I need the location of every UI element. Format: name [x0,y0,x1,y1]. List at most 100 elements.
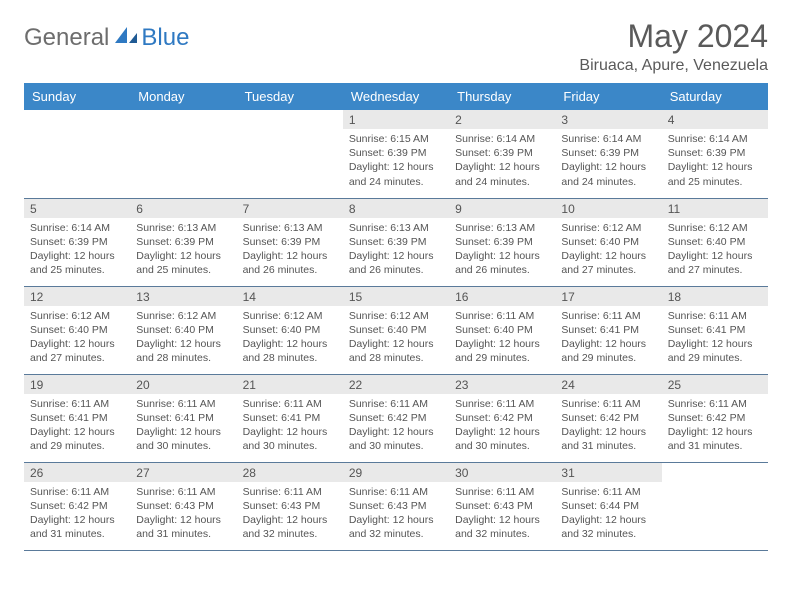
day-details: Sunrise: 6:13 AMSunset: 6:39 PMDaylight:… [237,218,343,282]
day-number: 18 [662,287,768,306]
day-details: Sunrise: 6:11 AMSunset: 6:44 PMDaylight:… [555,482,661,546]
day-details: Sunrise: 6:11 AMSunset: 6:41 PMDaylight:… [24,394,130,458]
calendar-week-row: 1Sunrise: 6:15 AMSunset: 6:39 PMDaylight… [24,110,768,198]
day-number: 2 [449,110,555,129]
day-number: 19 [24,375,130,394]
day-details: Sunrise: 6:11 AMSunset: 6:41 PMDaylight:… [237,394,343,458]
day-number: 9 [449,199,555,218]
calendar-day-cell: 18Sunrise: 6:11 AMSunset: 6:41 PMDayligh… [662,286,768,374]
day-number: 20 [130,375,236,394]
calendar-day-cell: 31Sunrise: 6:11 AMSunset: 6:44 PMDayligh… [555,462,661,550]
day-number: 29 [343,463,449,482]
day-number: 7 [237,199,343,218]
calendar-day-cell: 11Sunrise: 6:12 AMSunset: 6:40 PMDayligh… [662,198,768,286]
calendar-day-cell: 12Sunrise: 6:12 AMSunset: 6:40 PMDayligh… [24,286,130,374]
calendar-day-cell: 13Sunrise: 6:12 AMSunset: 6:40 PMDayligh… [130,286,236,374]
day-number: 4 [662,110,768,129]
day-number: 21 [237,375,343,394]
calendar-day-cell: 1Sunrise: 6:15 AMSunset: 6:39 PMDaylight… [343,110,449,198]
day-details: Sunrise: 6:12 AMSunset: 6:40 PMDaylight:… [662,218,768,282]
day-number: 31 [555,463,661,482]
weekday-header: Saturday [662,83,768,110]
calendar-day-cell: 6Sunrise: 6:13 AMSunset: 6:39 PMDaylight… [130,198,236,286]
day-details: Sunrise: 6:14 AMSunset: 6:39 PMDaylight:… [662,129,768,193]
day-details: Sunrise: 6:11 AMSunset: 6:41 PMDaylight:… [662,306,768,370]
calendar-day-cell: 27Sunrise: 6:11 AMSunset: 6:43 PMDayligh… [130,462,236,550]
day-number: 1 [343,110,449,129]
logo-text-general: General [24,24,109,52]
day-details: Sunrise: 6:12 AMSunset: 6:40 PMDaylight:… [24,306,130,370]
day-details: Sunrise: 6:13 AMSunset: 6:39 PMDaylight:… [449,218,555,282]
calendar-empty-cell [24,110,130,198]
day-details: Sunrise: 6:11 AMSunset: 6:43 PMDaylight:… [343,482,449,546]
weekday-header: Friday [555,83,661,110]
day-number: 24 [555,375,661,394]
day-number: 10 [555,199,661,218]
month-title: May 2024 [579,18,768,55]
day-number: 3 [555,110,661,129]
day-number: 22 [343,375,449,394]
day-number: 13 [130,287,236,306]
day-details: Sunrise: 6:11 AMSunset: 6:42 PMDaylight:… [343,394,449,458]
calendar-table: SundayMondayTuesdayWednesdayThursdayFrid… [24,83,768,551]
day-number: 16 [449,287,555,306]
calendar-day-cell: 16Sunrise: 6:11 AMSunset: 6:40 PMDayligh… [449,286,555,374]
calendar-day-cell: 17Sunrise: 6:11 AMSunset: 6:41 PMDayligh… [555,286,661,374]
calendar-empty-cell [662,462,768,550]
day-number: 28 [237,463,343,482]
day-details: Sunrise: 6:12 AMSunset: 6:40 PMDaylight:… [130,306,236,370]
day-number: 11 [662,199,768,218]
day-details: Sunrise: 6:11 AMSunset: 6:41 PMDaylight:… [130,394,236,458]
calendar-day-cell: 30Sunrise: 6:11 AMSunset: 6:43 PMDayligh… [449,462,555,550]
weekday-header: Sunday [24,83,130,110]
calendar-week-row: 5Sunrise: 6:14 AMSunset: 6:39 PMDaylight… [24,198,768,286]
day-details: Sunrise: 6:11 AMSunset: 6:42 PMDaylight:… [449,394,555,458]
day-details: Sunrise: 6:14 AMSunset: 6:39 PMDaylight:… [555,129,661,193]
day-details: Sunrise: 6:13 AMSunset: 6:39 PMDaylight:… [343,218,449,282]
calendar-day-cell: 14Sunrise: 6:12 AMSunset: 6:40 PMDayligh… [237,286,343,374]
calendar-day-cell: 2Sunrise: 6:14 AMSunset: 6:39 PMDaylight… [449,110,555,198]
day-details: Sunrise: 6:15 AMSunset: 6:39 PMDaylight:… [343,129,449,193]
calendar-day-cell: 22Sunrise: 6:11 AMSunset: 6:42 PMDayligh… [343,374,449,462]
calendar-day-cell: 10Sunrise: 6:12 AMSunset: 6:40 PMDayligh… [555,198,661,286]
calendar-day-cell: 26Sunrise: 6:11 AMSunset: 6:42 PMDayligh… [24,462,130,550]
weekday-header: Monday [130,83,236,110]
day-number: 17 [555,287,661,306]
calendar-day-cell: 5Sunrise: 6:14 AMSunset: 6:39 PMDaylight… [24,198,130,286]
page-header: General Blue May 2024 Biruaca, Apure, Ve… [24,18,768,75]
day-details: Sunrise: 6:12 AMSunset: 6:40 PMDaylight:… [555,218,661,282]
day-details: Sunrise: 6:11 AMSunset: 6:41 PMDaylight:… [555,306,661,370]
logo: General Blue [24,18,189,52]
calendar-week-row: 26Sunrise: 6:11 AMSunset: 6:42 PMDayligh… [24,462,768,550]
calendar-day-cell: 28Sunrise: 6:11 AMSunset: 6:43 PMDayligh… [237,462,343,550]
day-details: Sunrise: 6:11 AMSunset: 6:43 PMDaylight:… [130,482,236,546]
day-number: 23 [449,375,555,394]
day-details: Sunrise: 6:14 AMSunset: 6:39 PMDaylight:… [449,129,555,193]
day-details: Sunrise: 6:12 AMSunset: 6:40 PMDaylight:… [343,306,449,370]
day-details: Sunrise: 6:12 AMSunset: 6:40 PMDaylight:… [237,306,343,370]
day-number: 8 [343,199,449,218]
calendar-week-row: 12Sunrise: 6:12 AMSunset: 6:40 PMDayligh… [24,286,768,374]
logo-sail-icon [113,25,139,52]
calendar-day-cell: 8Sunrise: 6:13 AMSunset: 6:39 PMDaylight… [343,198,449,286]
day-number: 30 [449,463,555,482]
day-details: Sunrise: 6:11 AMSunset: 6:43 PMDaylight:… [237,482,343,546]
day-details: Sunrise: 6:11 AMSunset: 6:40 PMDaylight:… [449,306,555,370]
calendar-day-cell: 3Sunrise: 6:14 AMSunset: 6:39 PMDaylight… [555,110,661,198]
calendar-day-cell: 25Sunrise: 6:11 AMSunset: 6:42 PMDayligh… [662,374,768,462]
day-number: 26 [24,463,130,482]
weekday-header: Wednesday [343,83,449,110]
day-details: Sunrise: 6:11 AMSunset: 6:42 PMDaylight:… [662,394,768,458]
day-number: 14 [237,287,343,306]
day-details: Sunrise: 6:11 AMSunset: 6:42 PMDaylight:… [555,394,661,458]
calendar-day-cell: 24Sunrise: 6:11 AMSunset: 6:42 PMDayligh… [555,374,661,462]
day-details: Sunrise: 6:11 AMSunset: 6:43 PMDaylight:… [449,482,555,546]
day-details: Sunrise: 6:14 AMSunset: 6:39 PMDaylight:… [24,218,130,282]
calendar-day-cell: 4Sunrise: 6:14 AMSunset: 6:39 PMDaylight… [662,110,768,198]
calendar-week-row: 19Sunrise: 6:11 AMSunset: 6:41 PMDayligh… [24,374,768,462]
calendar-head: SundayMondayTuesdayWednesdayThursdayFrid… [24,83,768,110]
calendar-day-cell: 7Sunrise: 6:13 AMSunset: 6:39 PMDaylight… [237,198,343,286]
calendar-day-cell: 29Sunrise: 6:11 AMSunset: 6:43 PMDayligh… [343,462,449,550]
day-number: 25 [662,375,768,394]
day-details: Sunrise: 6:11 AMSunset: 6:42 PMDaylight:… [24,482,130,546]
